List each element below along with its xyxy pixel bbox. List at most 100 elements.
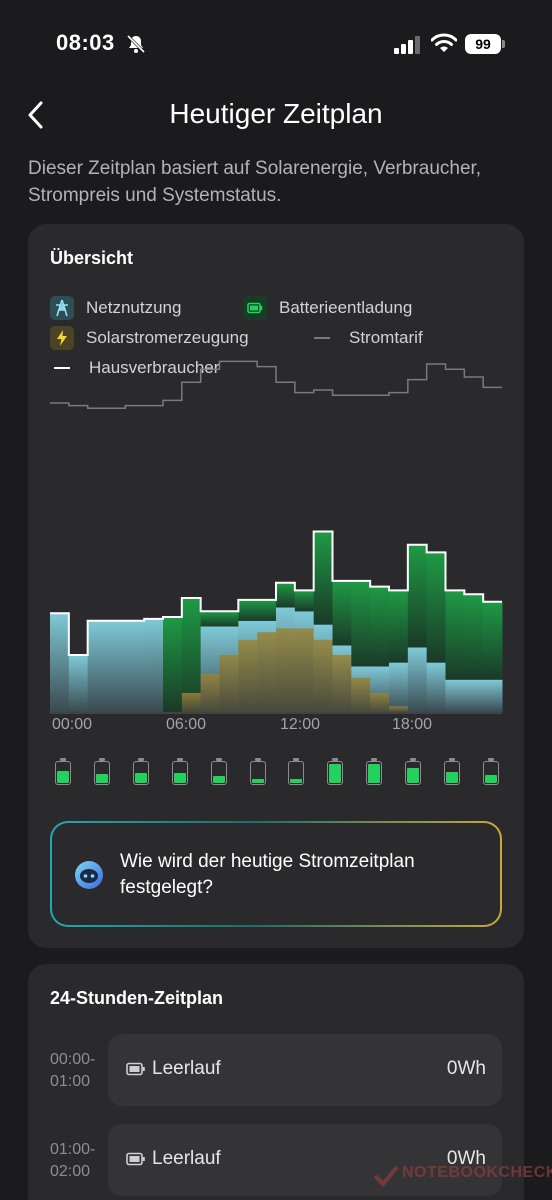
battery-icon (126, 1062, 145, 1076)
solar-generation-bar (238, 639, 258, 712)
grid-usage-bar (50, 613, 70, 712)
battery-discharge-bar (163, 617, 183, 712)
battery-level-icon (405, 758, 422, 785)
solar-generation-bar (257, 632, 277, 712)
legend-house: Hausverbraucher (50, 355, 219, 381)
legend-battery-discharge: Batterieentladung (243, 295, 412, 321)
time-tick-label: 00:00 (52, 716, 93, 733)
time-tick-label: 12:00 (280, 716, 321, 733)
battery-discharge-bar (407, 544, 428, 648)
page-title: Heutiger Zeitplan (169, 98, 383, 129)
slot-time: 00:00- 01:00 (50, 1049, 95, 1093)
solar-generation-bar (181, 693, 202, 712)
legend-grid-usage: Netznutzung (50, 295, 181, 321)
battery-nub (502, 40, 505, 48)
watermark-text: NOTEBOOKCHECK (402, 1164, 552, 1181)
solar-generation-bar (219, 655, 239, 712)
bolt-icon (50, 326, 74, 350)
battery-level-icon (327, 758, 344, 785)
slot-time-start: 00:00- (50, 1051, 96, 1068)
battery-indicator: 99 (465, 34, 501, 54)
schedule-slot[interactable]: Leerlauf 0Wh (108, 1034, 502, 1106)
bell-muted-icon (126, 34, 146, 54)
solar-generation-bar (351, 677, 371, 712)
house-consumption-line (50, 530, 502, 656)
time-tick-label: 06:00 (166, 716, 207, 733)
assistant-icon (75, 861, 103, 889)
battery-discharge-bar (200, 611, 220, 627)
battery-discharge-bar (445, 590, 465, 680)
legend-label: Hausverbraucher (89, 358, 220, 377)
grid-usage-bar (106, 620, 126, 712)
energy-chart (50, 360, 503, 714)
battery-discharge-bar (370, 586, 390, 667)
solar-generation-bar (332, 655, 352, 712)
schedule-title: 24-Stunden-Zeitplan (50, 988, 224, 1008)
battery-level-icon (249, 758, 266, 785)
slot-value: 0Wh (446, 1058, 486, 1079)
schedule-question-button[interactable]: Wie wird der heutige Stromzeitplan festg… (50, 821, 502, 927)
status-bar: 08:03 99 (0, 0, 552, 90)
line-icon (314, 337, 330, 339)
grid-usage-bar (483, 679, 503, 712)
grid-usage-bar (87, 620, 107, 712)
slot-time-end: 02:00 (50, 1163, 91, 1180)
legend-label: Solarstromerzeugung (86, 328, 249, 347)
battery-level-icon (171, 758, 188, 785)
battery-discharge-bar (294, 590, 315, 612)
battery-icon (243, 296, 267, 320)
grid-usage-bar (125, 620, 145, 712)
checkmark-logo-icon (373, 1165, 399, 1187)
wifi-icon (431, 33, 457, 52)
status-time: 08:03 (56, 30, 115, 55)
overview-title: Übersicht (50, 248, 134, 268)
battery-discharge-bar (426, 552, 446, 663)
legend-solar: Solarstromerzeugung (50, 325, 249, 351)
battery-icon (126, 1152, 145, 1166)
battery-level-icon (444, 758, 460, 785)
question-text: Wie wird der heutige Stromzeitplan festg… (120, 851, 415, 898)
grid-usage-bar (68, 655, 89, 712)
battery-level-icon (482, 758, 499, 785)
tariff-line (50, 360, 502, 409)
battery-level-icon (288, 758, 305, 785)
grid-usage-bar (407, 647, 428, 712)
watermark: NOTEBOOKCHECK (372, 1160, 552, 1192)
battery-discharge-bar (181, 598, 202, 712)
slot-value: 0Wh (446, 1148, 486, 1169)
back-button[interactable] (20, 98, 50, 132)
solar-generation-bar (276, 628, 296, 712)
grid-usage-bar (389, 662, 409, 712)
battery-discharge-bar (313, 531, 333, 625)
legend-label: Netznutzung (86, 298, 182, 317)
battery-level-icon (93, 758, 110, 785)
grid-usage-bar (445, 679, 465, 712)
slot-time-end: 01:00 (50, 1073, 91, 1090)
tower-icon (50, 296, 74, 320)
line-icon (54, 367, 70, 369)
battery-discharge-bar (332, 580, 352, 646)
battery-discharge-bar (389, 590, 409, 663)
slot-label: Leerlauf (152, 1148, 221, 1169)
solar-generation-bar (389, 706, 409, 712)
battery-discharge-bar (219, 611, 239, 627)
battery-discharge-bar (464, 594, 484, 680)
battery-level-icon (366, 758, 383, 785)
grid-usage-bar (464, 679, 484, 712)
slot-time: 01:00- 02:00 (50, 1139, 95, 1183)
battery-discharge-bar (483, 601, 503, 680)
grid-usage-bar (144, 618, 164, 712)
battery-level-icon (55, 758, 71, 785)
solar-generation-bar (200, 674, 220, 712)
battery-discharge-bar (257, 599, 277, 621)
chevron-left-icon (28, 101, 43, 129)
battery-discharge-bar (238, 599, 258, 621)
schedule-slot[interactable]: Leerlauf 0Wh (108, 1124, 502, 1196)
battery-discharge-bar (276, 582, 296, 608)
signal-icon (394, 36, 420, 54)
legend-tariff: Stromtarif (310, 325, 423, 351)
solar-generation-bar (370, 693, 390, 712)
battery-level-icon (210, 758, 227, 785)
grid-usage-bar (426, 662, 446, 712)
legend-label: Stromtarif (349, 328, 423, 347)
